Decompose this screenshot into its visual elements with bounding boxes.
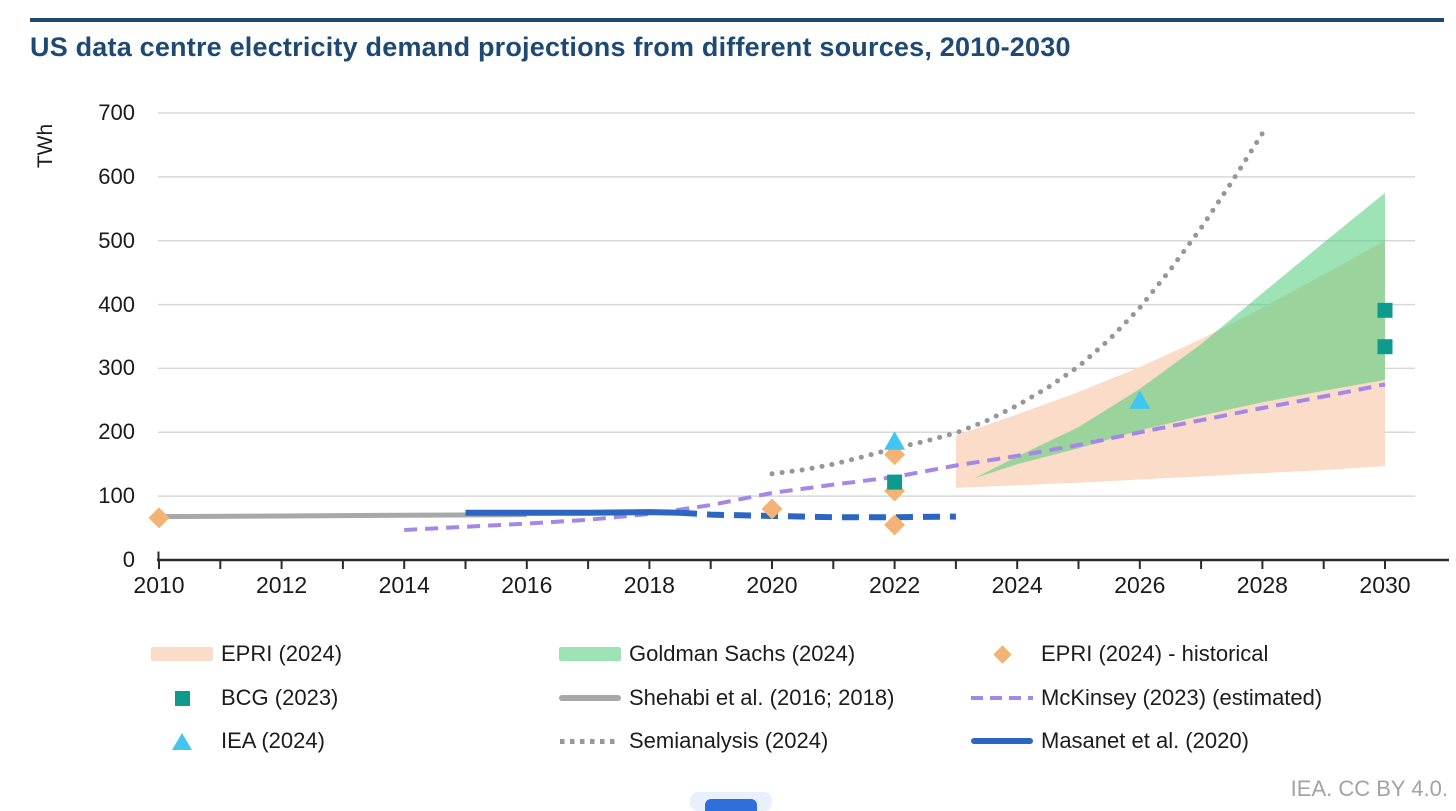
- marker-square: [1377, 339, 1393, 355]
- area-swatch: [559, 647, 621, 661]
- area-swatch: [151, 647, 213, 661]
- legend-label: IEA (2024): [221, 728, 325, 753]
- x-tick-label: 2028: [1236, 572, 1288, 598]
- y-tick-label: 300: [98, 355, 135, 381]
- x-tick-label: 2026: [1114, 572, 1166, 598]
- legend-label: Goldman Sachs (2024): [629, 641, 856, 666]
- x-tick-label: 2022: [869, 572, 921, 598]
- x-tick-label: 2012: [256, 572, 308, 598]
- marker-triangle: [1129, 390, 1151, 409]
- y-tick-label: 100: [98, 483, 135, 509]
- dashed-swatch: [971, 696, 1033, 700]
- x-tick-label: 2018: [623, 572, 675, 598]
- legend-label: Semianalysis (2024): [629, 728, 829, 753]
- legend-item-epri-2024-: EPRI (2024): [150, 632, 342, 676]
- line-semianalysis-2024-: [769, 130, 1265, 477]
- legend-item-epri-2024-historical: EPRI (2024) - historical: [970, 632, 1268, 676]
- legend-label: Masanet et al. (2020): [1041, 728, 1249, 753]
- legend-label: EPRI (2024): [221, 641, 343, 666]
- legend-label: BCG (2023): [221, 685, 339, 710]
- area-legend-marker: [150, 647, 214, 661]
- partial-scroll-button[interactable]: [705, 799, 757, 811]
- page-title: US data centre electricity demand projec…: [30, 32, 1071, 62]
- top-rule: [30, 18, 1444, 22]
- legend-label: McKinsey (2023) (estimated): [1041, 685, 1323, 710]
- legend-item-bcg-2023-: BCG (2023): [150, 676, 338, 720]
- legend-item-shehabi-et-al-2016-2018-: Shehabi et al. (2016; 2018): [558, 676, 894, 720]
- line-masanet-et-al-2020-: [465, 509, 681, 516]
- x-tick-label: 2016: [501, 572, 553, 598]
- line-swatch: [559, 695, 621, 701]
- legend-item-iea-2024-: IEA (2024): [150, 719, 325, 763]
- diamond-swatch: [992, 644, 1012, 664]
- x-tick-label: 2010: [133, 572, 185, 598]
- square-swatch: [174, 690, 190, 706]
- legend-item-mckinsey-2023-estimated-: McKinsey (2023) (estimated): [970, 676, 1322, 720]
- square-legend-marker: [150, 690, 214, 706]
- y-tick-label: 500: [98, 227, 135, 253]
- marker-diamond: [761, 498, 783, 520]
- line-swatch: [971, 738, 1033, 744]
- diamond-legend-marker: [970, 644, 1034, 664]
- marker-square: [887, 474, 903, 490]
- legend-item-masanet-et-al-2020-: Masanet et al. (2020): [970, 719, 1249, 763]
- line-masanet-et-al-2020-projection: [679, 509, 956, 521]
- x-tick-label: 2024: [991, 572, 1043, 598]
- y-tick-label: 200: [98, 419, 135, 445]
- marker-diamond: [148, 507, 170, 529]
- triangle-swatch: [172, 732, 192, 750]
- x-tick-label: 2020: [746, 572, 798, 598]
- line-legend-marker: [558, 695, 622, 701]
- dotted-legend-marker: [558, 738, 622, 744]
- y-tick-label: 0: [122, 547, 135, 572]
- marker-triangle: [884, 431, 906, 450]
- x-tick-label: 2014: [378, 572, 430, 598]
- attribution-text: IEA. CC BY 4.0.: [1290, 776, 1448, 801]
- legend-item-goldman-sachs-2024-: Goldman Sachs (2024): [558, 632, 855, 676]
- area-legend-marker: [558, 647, 622, 661]
- y-tick-label: 700: [98, 100, 135, 125]
- dotted-swatch: [560, 738, 620, 744]
- legend-label: EPRI (2024) - historical: [1041, 641, 1269, 666]
- triangle-legend-marker: [150, 732, 214, 750]
- marker-square: [1377, 302, 1393, 318]
- line-legend-marker: [970, 738, 1034, 744]
- x-tick-label: 2030: [1359, 572, 1411, 598]
- band-goldman-sachs-2024-: [974, 192, 1385, 479]
- y-tick-label: 400: [98, 291, 135, 317]
- legend-label: Shehabi et al. (2016; 2018): [629, 685, 895, 710]
- legend-item-semianalysis-2024-: Semianalysis (2024): [558, 719, 828, 763]
- y-tick-label: 600: [98, 163, 135, 189]
- marker-diamond: [884, 514, 906, 536]
- dashed-legend-marker: [970, 696, 1034, 700]
